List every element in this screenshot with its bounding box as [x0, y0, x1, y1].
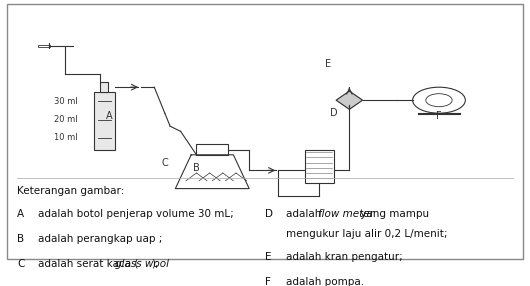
Text: B: B	[17, 234, 24, 244]
Circle shape	[413, 87, 465, 113]
Text: );: );	[152, 259, 160, 269]
Text: 30 ml: 30 ml	[54, 97, 78, 106]
Text: 10 ml: 10 ml	[54, 133, 78, 142]
Text: F: F	[436, 111, 442, 121]
Text: flow meter: flow meter	[317, 209, 374, 219]
Text: A: A	[106, 111, 113, 121]
Text: C: C	[162, 158, 168, 168]
Text: F: F	[265, 277, 271, 286]
Text: C: C	[17, 259, 24, 269]
Polygon shape	[336, 91, 363, 109]
Text: Keterangan gambar:: Keterangan gambar:	[17, 186, 125, 196]
FancyBboxPatch shape	[94, 92, 114, 150]
FancyBboxPatch shape	[305, 150, 333, 183]
Text: E: E	[325, 59, 331, 69]
Text: adalah pompa.: adalah pompa.	[286, 277, 364, 286]
Circle shape	[426, 94, 452, 107]
FancyBboxPatch shape	[197, 144, 228, 155]
Text: glass wool: glass wool	[114, 259, 169, 269]
Text: D: D	[265, 209, 273, 219]
Text: B: B	[193, 163, 200, 173]
Text: adalah kran pengatur;: adalah kran pengatur;	[286, 252, 403, 262]
Text: yang mampu: yang mampu	[357, 209, 429, 219]
Text: adalah: adalah	[286, 209, 325, 219]
FancyBboxPatch shape	[38, 45, 50, 47]
Text: 20 ml: 20 ml	[54, 115, 78, 124]
FancyBboxPatch shape	[100, 82, 109, 92]
Text: adalah serat kaca (: adalah serat kaca (	[38, 259, 139, 269]
Text: adalah perangkap uap ;: adalah perangkap uap ;	[38, 234, 163, 244]
Text: adalah botol penjerap volume 30 mL;: adalah botol penjerap volume 30 mL;	[38, 209, 234, 219]
Text: E: E	[265, 252, 271, 262]
Text: A: A	[17, 209, 24, 219]
Text: mengukur laju alir 0,2 L/menit;: mengukur laju alir 0,2 L/menit;	[286, 229, 448, 239]
Text: D: D	[330, 108, 338, 118]
